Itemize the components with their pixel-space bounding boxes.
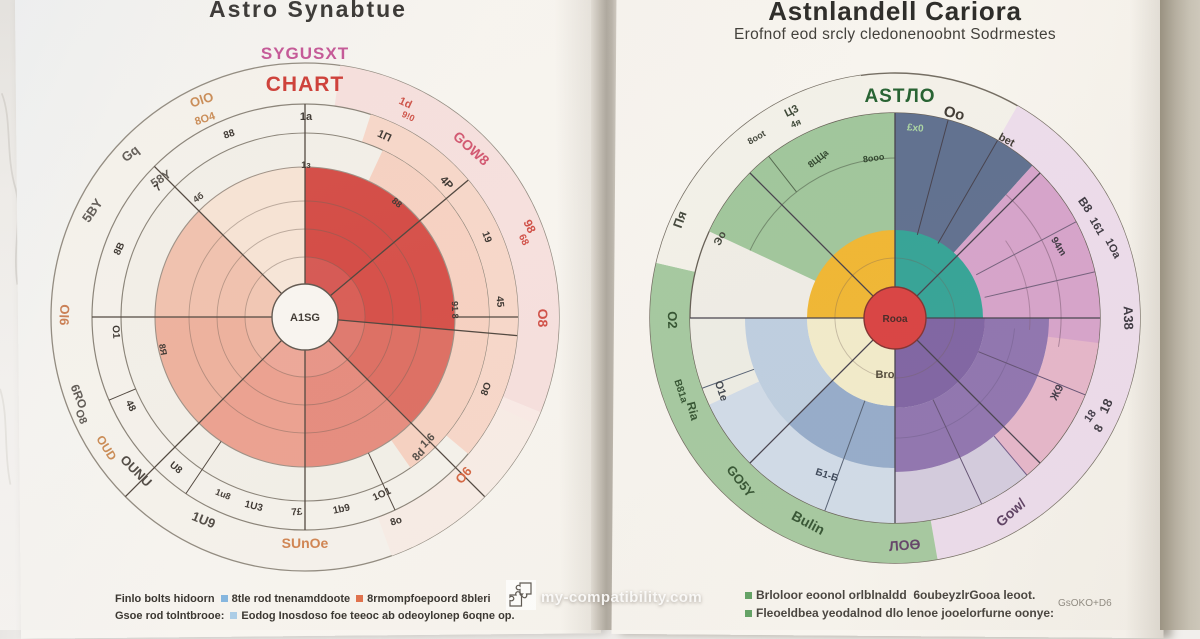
svg-text:8o: 8o xyxy=(389,515,403,529)
svg-text:A38: A38 xyxy=(1121,306,1137,330)
svg-text:O2: O2 xyxy=(665,311,681,329)
svg-text:O1: O1 xyxy=(110,325,122,339)
svg-text:8ooo: 8ooo xyxy=(862,152,885,165)
svg-text:7: 7 xyxy=(153,182,165,194)
svg-text:1з: 1з xyxy=(301,160,311,170)
svg-text:OlO: OlO xyxy=(188,89,215,111)
svg-text:ЛОӨ: ЛОӨ xyxy=(888,536,921,554)
svg-text:Ц3: Ц3 xyxy=(783,103,801,120)
svg-text:ASTЛO: ASTЛO xyxy=(864,86,935,107)
svg-text:Bro: Bro xyxy=(876,369,895,381)
svg-text:Пя: Пя xyxy=(670,209,690,230)
svg-text:91 8: 91 8 xyxy=(450,301,461,319)
svg-text:1d: 1d xyxy=(397,95,414,111)
svg-text:Oo: Oo xyxy=(942,103,966,125)
svg-text:7£: 7£ xyxy=(291,507,303,519)
svg-text:48: 48 xyxy=(123,399,138,414)
svg-text:O8: O8 xyxy=(72,408,89,426)
svg-text:1П: 1П xyxy=(375,128,393,145)
svg-text:£x0: £x0 xyxy=(906,122,924,134)
svg-text:1b9: 1b9 xyxy=(332,502,352,516)
svg-text:Rooa: Rooa xyxy=(883,314,908,325)
svg-text:45: 45 xyxy=(494,296,506,308)
svg-text:8B: 8B xyxy=(112,241,127,257)
svg-text:18: 18 xyxy=(1082,408,1099,425)
svg-text:19: 19 xyxy=(479,230,493,245)
svg-text:18: 18 xyxy=(1096,396,1116,415)
svg-text:1U3: 1U3 xyxy=(243,499,264,514)
svg-text:8Я: 8Я xyxy=(157,343,169,356)
svg-text:4я: 4я xyxy=(789,117,802,130)
svg-text:8O: 8O xyxy=(479,381,494,398)
svg-text:88: 88 xyxy=(390,196,404,210)
svg-text:9!0: 9!0 xyxy=(400,109,416,124)
svg-text:9lO: 9lO xyxy=(57,304,73,325)
svg-text:98: 98 xyxy=(520,217,538,235)
svg-text:A1SG: A1SG xyxy=(290,312,320,324)
svg-text:Ria: Ria xyxy=(684,400,702,422)
svg-text:SUnOe: SUnOe xyxy=(282,535,329,551)
svg-text:68: 68 xyxy=(516,233,531,248)
svg-text:88: 88 xyxy=(222,128,236,142)
svg-text:1a: 1a xyxy=(300,111,313,123)
svg-text:O8: O8 xyxy=(535,309,551,328)
